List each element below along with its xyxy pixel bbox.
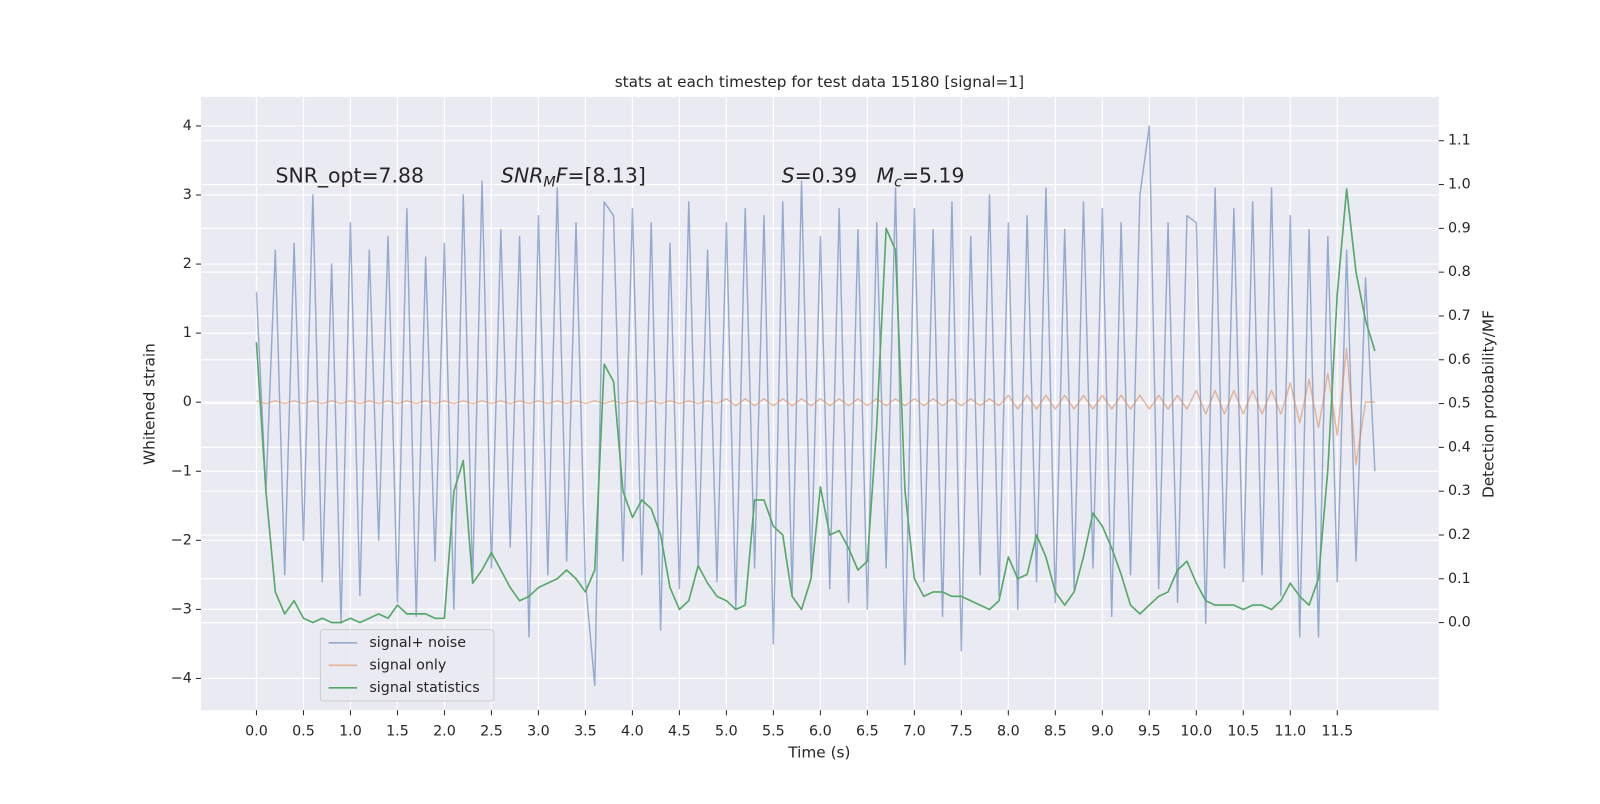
y2-tick-label: 0.7 <box>1448 308 1471 324</box>
x-tick-label: 4.5 <box>668 724 691 740</box>
y-tick-label: 3 <box>183 187 192 203</box>
x-tick-label: 5.0 <box>715 724 738 740</box>
x-tick-label: 9.0 <box>1091 724 1114 740</box>
x-tick-label: 9.5 <box>1138 724 1161 740</box>
y2-tick-label: 0.8 <box>1448 264 1471 280</box>
annotation-text: M <box>877 164 895 188</box>
annotation-subscript: M <box>543 175 555 191</box>
x-tick-label: 3.0 <box>527 724 550 740</box>
x-tick-label: 1.5 <box>386 724 409 740</box>
series-line <box>255 188 1376 624</box>
y-tick-label: −4 <box>171 670 192 686</box>
y-axis-label: Whitened strain <box>141 343 159 465</box>
series-line <box>255 125 1376 687</box>
y-tick-label: −2 <box>171 532 192 548</box>
series-line <box>256 347 1375 466</box>
x-tick-label: 3.5 <box>574 724 597 740</box>
x-axis-label: Time (s) <box>787 744 850 762</box>
chart-title: stats at each timestep for test data 151… <box>615 73 1024 91</box>
y-tick-label: 4 <box>183 118 192 134</box>
annotation: SNR_opt=7.88 <box>276 164 424 189</box>
marks <box>255 125 1376 687</box>
annotation-text: SNR_opt=7.88 <box>276 164 424 189</box>
annotation: S=0.39 <box>782 164 857 188</box>
x-tick-label: 7.0 <box>903 724 926 740</box>
annotation-subscript: c <box>894 175 902 191</box>
x-tick-label: 6.0 <box>809 724 832 740</box>
y2-tick-label: 0.2 <box>1448 527 1471 543</box>
x-tick-label: 1.0 <box>339 724 362 740</box>
legend: signal+ noise signal only signal statistic… <box>319 629 495 702</box>
annotation: Mc=5.19 <box>877 164 965 191</box>
annotation-text: =[8.13] <box>567 164 645 188</box>
x-tick-label: 8.5 <box>1044 724 1067 740</box>
x-tick-label: 2.5 <box>480 724 503 740</box>
x-tick-label: 0.5 <box>292 724 315 740</box>
x-tick-label: 4.0 <box>621 724 644 740</box>
legend-label: signal+ noise <box>369 635 466 651</box>
annotation-text: S <box>782 164 795 188</box>
legend-label: signal only <box>369 657 446 673</box>
x-tick-label: 0.0 <box>245 724 268 740</box>
x-tick-label: 10.0 <box>1180 724 1212 740</box>
y-tick-label: 1 <box>183 325 192 341</box>
x-tick-label: 11.5 <box>1321 724 1353 740</box>
axes: 0.0 0.5 1.0 1.5 2.0 2.5 3.0 3.5 4.0 4.5 5.0 5.5 6.0 6… <box>171 118 1471 740</box>
y2-tick-label: 0.9 <box>1448 220 1471 236</box>
y2-tick-label: 0.5 <box>1448 396 1471 412</box>
y2-tick-label: 0.1 <box>1448 571 1471 587</box>
x-tick-label: 8.0 <box>997 724 1020 740</box>
y2-tick-label: 1.1 <box>1448 133 1471 149</box>
annotation: SNRMF=[8.13] <box>501 164 646 191</box>
y-tick-label: −3 <box>171 601 192 617</box>
x-tick-label: 6.5 <box>856 724 879 740</box>
x-tick-label: 2.0 <box>433 724 456 740</box>
y2-tick-label: 0.3 <box>1448 483 1471 499</box>
y2-tick-label: 0.0 <box>1448 615 1471 631</box>
y2-tick-label: 0.6 <box>1448 352 1471 368</box>
annotation-text: F <box>556 164 568 188</box>
y-tick-label: 0 <box>183 394 192 410</box>
x-tick-label: 7.5 <box>950 724 973 740</box>
y2-tick-label: 0.4 <box>1448 439 1471 455</box>
legend-label: signal statistics <box>369 680 479 696</box>
x-tick-label: 11.0 <box>1274 724 1306 740</box>
y-tick-label: −1 <box>171 463 192 479</box>
y2-tick-label: 1.0 <box>1448 177 1471 193</box>
annotation-text: =0.39 <box>795 164 858 188</box>
x-tick-label: 5.5 <box>762 724 785 740</box>
x-tick-label: 10.5 <box>1227 724 1259 740</box>
y2-axis-label: Detection probability/MF <box>1479 310 1497 498</box>
annotation-text: SNR <box>501 164 543 188</box>
legend-box <box>319 629 495 702</box>
y-tick-label: 2 <box>183 256 192 272</box>
annotation-text: =5.19 <box>902 164 965 188</box>
